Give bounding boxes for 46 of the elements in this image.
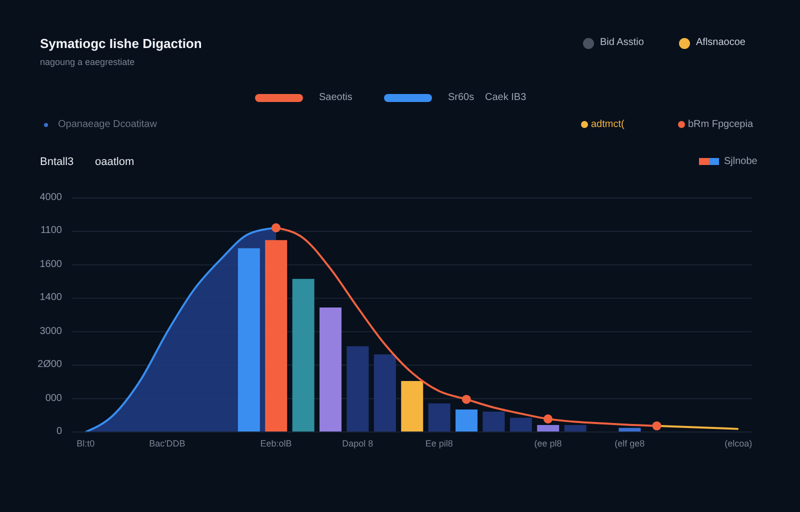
text: 2Ø00 (38, 359, 62, 370)
bar (510, 418, 532, 432)
legend-label: Sjlnobe (723, 156, 758, 167)
x-tick-label: (elcoa) (724, 438, 752, 448)
text: 000 (45, 392, 62, 404)
bar (428, 403, 450, 432)
legend-label: Saeotis (318, 92, 352, 103)
bar (374, 354, 396, 432)
bar (482, 412, 505, 432)
x-tick-label: Bac'DDB (149, 438, 186, 448)
bar (265, 240, 288, 432)
bar (292, 278, 314, 432)
bar (346, 346, 369, 432)
text: Aflsnaocoe (696, 37, 746, 48)
bar (401, 380, 424, 432)
x-tick-label: Eeb:olB (260, 438, 292, 448)
text: oaatlom (95, 156, 134, 168)
text: 1400 (40, 292, 62, 304)
point (652, 421, 662, 430)
text: Caek IB3 (485, 92, 526, 103)
point (543, 414, 553, 424)
text: Bntall3 (40, 156, 74, 168)
text: 3000 (40, 326, 62, 337)
chart-title: Symatiogc Iishe Digaction (40, 36, 202, 51)
bar (238, 248, 260, 432)
bar (456, 410, 478, 432)
x-tick-label: Ee pil8 (425, 438, 453, 448)
bar (537, 425, 560, 432)
x-tick-label: Dapol 8 (342, 438, 374, 448)
text: 4000 (40, 192, 62, 203)
text: Bid Asstio (600, 37, 644, 48)
text: 1600 (40, 258, 62, 270)
chart-subtitle: nagoung a eaegrestiate (40, 57, 135, 67)
legend-label: Sr60s (447, 92, 474, 103)
text: 1100 (40, 225, 62, 236)
text: 0 (56, 426, 62, 437)
legend-label: bRm Fpgcepia (687, 119, 754, 130)
x-tick-label: (elf ge8 (614, 438, 645, 448)
text: Opanaeage Dcoatitaw (58, 119, 157, 130)
bar (564, 425, 586, 432)
x-tick-label: Bl:t0 (76, 438, 95, 448)
legend-label: adtmct( (590, 119, 624, 130)
point (271, 223, 281, 232)
x-tick-label: (ee pl8 (534, 438, 562, 448)
point (462, 394, 471, 404)
bar (320, 307, 342, 432)
